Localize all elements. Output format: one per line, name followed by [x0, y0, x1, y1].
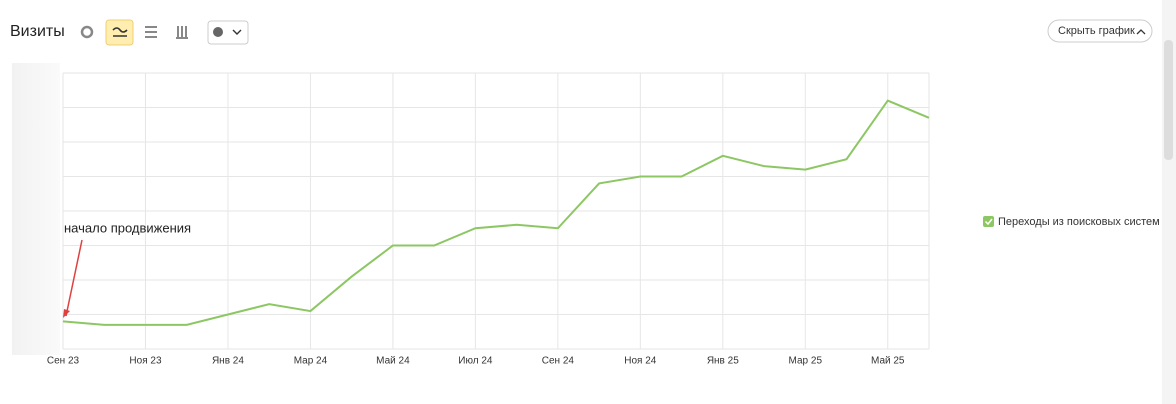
x-tick-label: Мар 24 [294, 356, 328, 367]
x-tick-label: Янв 25 [707, 356, 739, 367]
annotation-arrow [65, 239, 83, 317]
legend-checkbox [983, 216, 994, 227]
pie-icon[interactable] [80, 25, 94, 39]
arrow-head [63, 309, 70, 318]
hide-button-label: Скрыть график [1058, 25, 1135, 37]
comment-icon [213, 27, 223, 37]
annotation: начало продвижения [64, 220, 191, 235]
legend-label: Переходы из поисковых систем [998, 216, 1160, 228]
scroll-thumb[interactable] [1164, 40, 1173, 160]
x-tick-label: Ноя 24 [624, 356, 657, 367]
area-icon[interactable] [145, 26, 157, 38]
line-icon [112, 27, 128, 37]
toolbar [80, 19, 249, 46]
series-line [62, 99, 930, 326]
chevron-up [1136, 29, 1146, 35]
line-icon-active[interactable] [105, 19, 134, 46]
x-tick-label: Янв 24 [212, 356, 244, 367]
x-tick-label: Сен 24 [542, 356, 575, 367]
x-tick-label: Май 24 [376, 356, 410, 367]
dropdown[interactable] [207, 20, 249, 45]
chevron [232, 29, 242, 35]
hide-button[interactable] [1047, 19, 1153, 43]
check [984, 218, 993, 226]
x-tick-label: Ноя 23 [129, 356, 162, 367]
x-tick-label: Сен 23 [47, 356, 80, 367]
plot: Сен 23 Ноя 23 Янв 24 Мар 24 Май 24 Июл 24 Сен … [47, 72, 1160, 367]
x-tick-label: Май 25 [871, 356, 905, 367]
title: Визиты [10, 23, 65, 40]
x-tick-label: Мар 25 [789, 356, 823, 367]
range-shade [12, 63, 60, 355]
bar-icon[interactable] [176, 26, 188, 39]
x-tick-label: Июл 24 [458, 356, 493, 367]
